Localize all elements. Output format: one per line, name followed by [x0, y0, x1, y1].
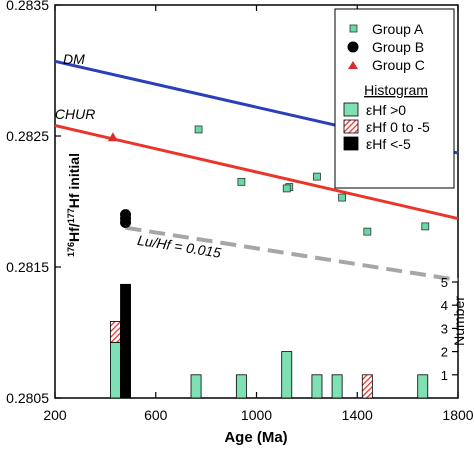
legend-label-group-b: Group B: [372, 39, 424, 55]
legend-marker-group-b: [347, 41, 359, 53]
hist-tick-label: 4: [441, 298, 448, 313]
y-label-hf-b: Hf initial: [66, 153, 82, 208]
data-point-group-a: [282, 184, 291, 193]
legend-label-group-a: Group A: [372, 21, 424, 37]
legend-label-neg: εHf 0 to -5: [366, 119, 430, 135]
y-tick-label: 0.2815: [6, 259, 49, 275]
data-point-group-a: [363, 227, 372, 236]
legend-label-pos: εHf >0: [366, 102, 406, 118]
x-tick-label: 1000: [241, 407, 272, 423]
histogram-bar: [417, 374, 429, 399]
legend-box: [334, 8, 455, 189]
histogram: [110, 283, 429, 399]
legend-swatch-pos: [343, 102, 359, 117]
hist-tick-label: 1: [441, 368, 448, 383]
legend-histogram-title: Histogram: [364, 82, 428, 98]
reference-line-label: CHUR: [55, 106, 95, 122]
legend-label-black: εHf <-5: [366, 136, 411, 152]
x-tick-label: 200: [43, 407, 67, 423]
x-tick-label: 1800: [442, 407, 473, 423]
histogram-bar: [311, 374, 323, 399]
data-point-group-a: [313, 172, 321, 181]
histogram-bar: [110, 321, 121, 343]
data-points: [107, 125, 430, 236]
right-axis-label: Number: [451, 296, 467, 346]
legend-marker-group-a: [349, 24, 358, 33]
histogram-bar: [110, 341, 121, 399]
hist-tick-label: 2: [441, 345, 448, 360]
x-axis-label: Age (Ma): [224, 429, 287, 446]
y-tick-label: 0.2835: [6, 0, 49, 13]
y-tick-label: 0.2805: [6, 390, 49, 406]
hist-tick-label: 5: [441, 275, 448, 290]
histogram-bar: [331, 374, 343, 399]
hist-tick-label: 3: [441, 321, 448, 336]
x-tick-label: 600: [144, 407, 168, 423]
y-axis-label: 176Hf/177Hf initial: [66, 153, 82, 257]
axes: 200 600 1000 1400 1800 0.2805 0.2815 0.2825 0.28…: [6, 0, 474, 423]
data-point-group-c: [107, 132, 118, 142]
data-point-group-a: [338, 193, 347, 202]
y-tick-label: 0.2825: [6, 128, 49, 144]
histogram-bar: [120, 283, 131, 399]
y-label-sup-176: 176: [66, 242, 76, 257]
legend-label-group-c: Group C: [372, 57, 425, 73]
data-point-group-a: [194, 125, 203, 134]
reference-line-label: DM: [63, 51, 85, 67]
legend: Group A Group B Group C Histogram εHf >0…: [334, 8, 455, 189]
reference-line-chur: [54, 124, 459, 220]
legend-marker-group-c: [348, 61, 358, 69]
histogram-bar: [190, 374, 202, 399]
legend-swatch-black: [343, 136, 359, 151]
data-point-group-b: [120, 216, 132, 228]
histogram-bar: [235, 374, 247, 399]
data-point-group-a: [237, 177, 246, 186]
histogram-bar: [281, 351, 293, 399]
legend-swatch-neg: [343, 119, 359, 134]
histogram-bar: [361, 374, 373, 399]
reference-line-lu: [125, 225, 459, 283]
x-tick-label: 1400: [342, 407, 373, 423]
y-label-hf-a: Hf/: [66, 223, 82, 242]
y-label-sup-177: 177: [66, 208, 76, 223]
data-point-group-a: [421, 222, 430, 231]
